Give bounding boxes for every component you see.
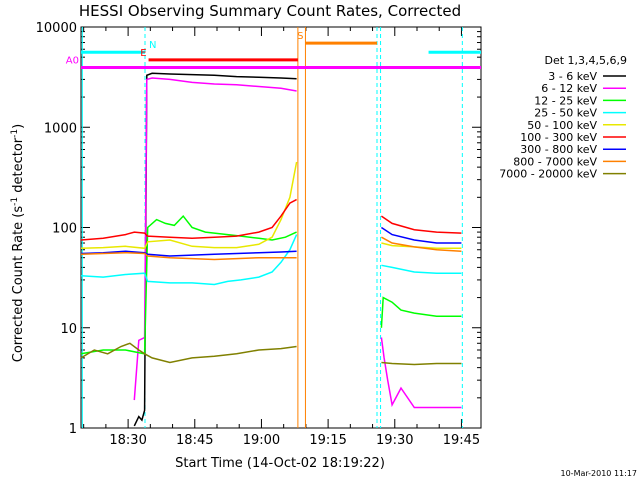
- y-axis-label-mid: detector: [11, 137, 26, 197]
- flag-label-s: S: [297, 31, 303, 42]
- series-line-6: [80, 198, 462, 241]
- x-axis-label: Start Time (14-Oct-02 18:19:22): [175, 456, 385, 471]
- flag-label-ao: A0: [66, 55, 79, 66]
- legend-title: Det 1,3,4,5,6,9: [544, 54, 627, 67]
- plot-area: NE A0 S: [66, 27, 481, 428]
- y-axis-label: Corrected Count Rate (s-1 detector-1): [10, 124, 26, 362]
- chart-title: HESSI Observing Summary Count Rates, Cor…: [79, 2, 461, 20]
- series-line-9: [80, 342, 462, 366]
- legend-entry-label: 7000 - 20000 keV: [499, 168, 597, 181]
- series-line-4: [80, 234, 462, 286]
- series-line-3: [80, 214, 462, 355]
- axes: 1 10 100 1000 10000 18:30 18:45 19:00 19:15 19:30…: [36, 21, 482, 448]
- series-line-5: [80, 161, 462, 250]
- flag-label-e: E: [140, 48, 146, 59]
- legend-entry-label: 300 - 800 keV: [520, 143, 597, 156]
- flag-label-n: N: [149, 40, 156, 51]
- x-tick-label: 18:45: [176, 433, 213, 448]
- y-tick-label: 100: [52, 222, 77, 237]
- series-line-1: [133, 72, 297, 427]
- legend-entry-label: 3 - 6 keV: [548, 70, 597, 83]
- legend-entry-label: 6 - 12 keV: [541, 82, 597, 95]
- y-axis-label-main: Corrected Count Rate (s: [11, 206, 26, 363]
- x-tick-label: 18:30: [109, 433, 146, 448]
- x-tick-label: 19:30: [376, 433, 413, 448]
- legend-entry-label: 50 - 100 keV: [527, 119, 597, 132]
- legend-entry-label: 100 - 300 keV: [520, 131, 597, 144]
- y-axis-label-sup-1: -1: [10, 197, 20, 206]
- x-tick-label: 19:15: [309, 433, 346, 448]
- y-tick-label: 1: [69, 422, 77, 437]
- y-axis-label-end: ): [11, 124, 26, 129]
- legend-entry-label: 12 - 25 keV: [534, 94, 597, 107]
- y-tick-label: 10: [60, 322, 77, 337]
- series-line-2: [133, 77, 462, 409]
- y-axis-label-sup-2: -1: [10, 129, 20, 138]
- legend-entry-label: 800 - 7000 keV: [513, 155, 597, 168]
- series-line-8: [80, 236, 462, 261]
- x-tick-label: 19:00: [243, 433, 280, 448]
- plot-frame: [80, 26, 482, 429]
- footer-date: 10-Mar-2010 11:17: [561, 469, 638, 478]
- y-tick-label: 1000: [44, 121, 77, 136]
- legend-entry-label: 25 - 50 keV: [534, 107, 597, 120]
- x-tick-label: 19:45: [443, 433, 480, 448]
- series-line-7: [80, 226, 462, 257]
- y-tick-label: 10000: [36, 21, 77, 36]
